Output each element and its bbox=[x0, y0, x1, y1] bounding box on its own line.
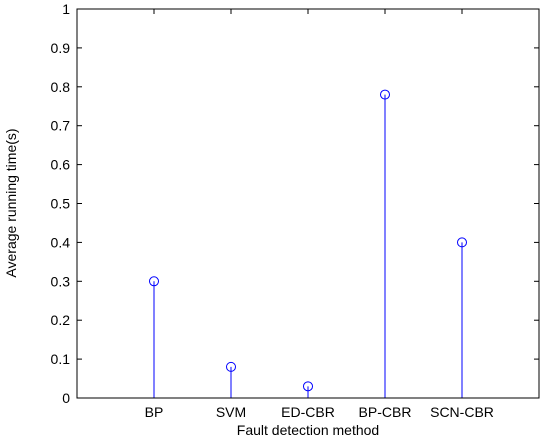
stem-marker bbox=[457, 237, 467, 248]
y-axis-ticks: 0 0.1 0.2 0.3 0.4 0.5 0.6 0.7 0.8 0.9 1 bbox=[51, 1, 539, 406]
y-tick-label: 0 bbox=[62, 390, 70, 406]
y-tick-label: 0.1 bbox=[51, 351, 71, 367]
x-tick-label: SVM bbox=[216, 404, 246, 420]
x-tick-label: ED-CBR bbox=[281, 404, 335, 420]
stem-marker bbox=[303, 381, 313, 392]
axes-frame bbox=[76, 8, 540, 399]
x-tick-label: BP-CBR bbox=[359, 404, 412, 420]
x-tick-label: BP bbox=[145, 404, 164, 420]
x-tick-label: SCN-CBR bbox=[430, 404, 494, 420]
x-axis-label: Fault detection method bbox=[237, 422, 379, 438]
y-tick-label: 0.6 bbox=[51, 157, 71, 173]
y-tick-label: 1 bbox=[62, 1, 70, 17]
y-tick-label: 0.8 bbox=[51, 79, 71, 95]
y-tick-label: 0.3 bbox=[51, 273, 71, 289]
y-axis-label: Average running time(s) bbox=[3, 128, 19, 277]
y-tick-label: 0.7 bbox=[51, 118, 71, 134]
plot-area bbox=[77, 9, 539, 398]
stem-marker bbox=[380, 89, 390, 100]
stem-marker bbox=[149, 276, 159, 287]
y-tick-label: 0.2 bbox=[51, 312, 71, 328]
data-stems bbox=[149, 89, 467, 398]
stem-marker bbox=[226, 361, 236, 372]
x-axis-ticks: BP SVM ED-CBR BP-CBR SCN-CBR bbox=[145, 9, 494, 420]
y-tick-label: 0.4 bbox=[51, 234, 71, 250]
y-tick-label: 0.5 bbox=[51, 196, 71, 212]
y-tick-label: 0.9 bbox=[51, 40, 71, 56]
